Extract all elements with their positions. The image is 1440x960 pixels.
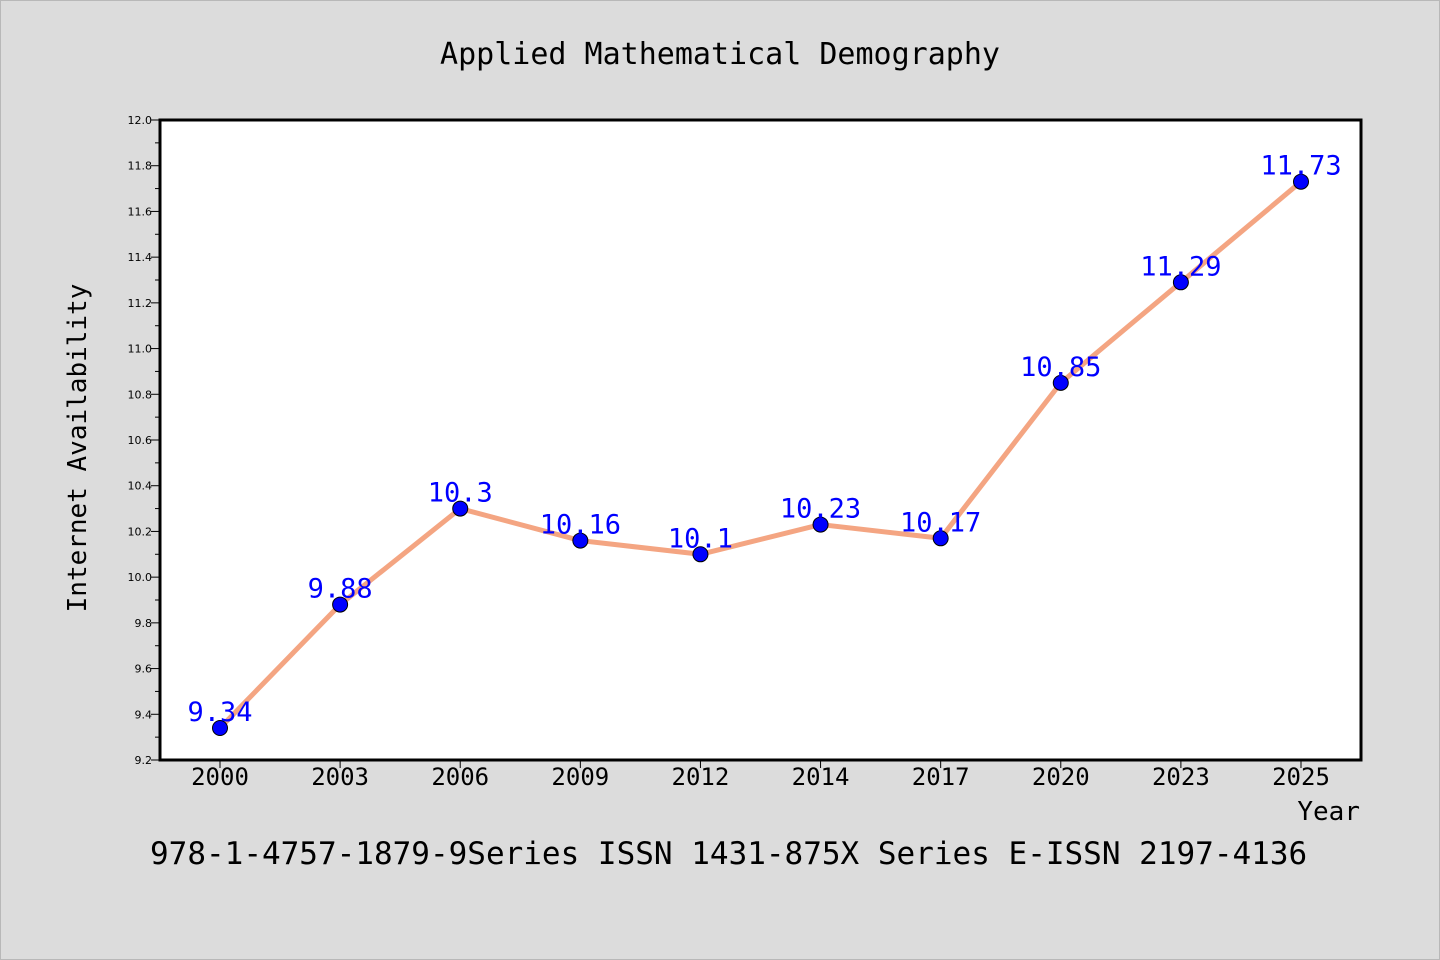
y-tick-label: 9.4: [135, 708, 153, 721]
y-tick-label: 9.8: [135, 617, 153, 630]
x-tick-label: 2020: [1032, 763, 1090, 791]
plot-area: [160, 120, 1361, 760]
y-tick-label: 9.2: [135, 754, 153, 767]
data-label: 9.34: [187, 697, 252, 728]
x-tick-label: 2017: [912, 763, 970, 791]
x-tick-label: 2003: [311, 763, 369, 791]
data-label: 10.16: [540, 510, 621, 541]
data-label: 10.1: [668, 523, 733, 554]
data-markers: [212, 173, 1309, 736]
y-tick-label: 11.4: [128, 251, 153, 264]
data-label: 11.73: [1260, 151, 1341, 182]
y-tick-label: 9.6: [135, 663, 153, 676]
data-point: [572, 532, 589, 549]
series-line: [217, 179, 1304, 731]
x-tick-label: 2009: [551, 763, 609, 791]
data-point: [332, 596, 349, 613]
data-point: [692, 546, 709, 563]
x-tick-label: 2014: [792, 763, 850, 791]
x-tick-label: 2000: [191, 763, 249, 791]
x-tick-label: 2023: [1152, 763, 1210, 791]
data-labels: 9.34 9.88 10.3 10.16 10.1 10.23 10.17 10.85 11.2…: [187, 151, 1341, 728]
x-tick-label: 2012: [672, 763, 730, 791]
data-point: [212, 720, 228, 736]
y-tick-label: 11.6: [128, 205, 153, 218]
data-label: 9.88: [308, 574, 373, 605]
y-tick-label: 10.2: [128, 525, 153, 538]
y-axis-ticks: 9.2 9.4 9.6 9.8 10.0 10.2 10.4 10.6 10.8 11.0 11.2…: [128, 114, 160, 767]
y-tick-label: 10.0: [128, 571, 153, 584]
data-point: [1172, 274, 1189, 291]
data-point: [452, 500, 469, 517]
y-tick-label: 10.8: [128, 388, 153, 401]
data-label: 10.17: [900, 507, 981, 538]
footer-isbn-issn: 978-1-4757-1879-9Series ISSN 1431-875X S…: [150, 836, 1307, 872]
x-tick-label: 2025: [1272, 763, 1330, 791]
data-label: 10.23: [780, 494, 861, 525]
x-tick-label: 2006: [431, 763, 489, 791]
y-tick-label: 11.2: [128, 297, 153, 310]
series-line-group: [217, 179, 1304, 731]
data-label: 11.29: [1140, 251, 1221, 282]
y-tick-label: 12.0: [128, 114, 153, 127]
data-label: 10.85: [1020, 352, 1101, 383]
data-label: 10.3: [428, 478, 493, 509]
x-axis-label: Year: [1297, 797, 1360, 827]
y-tick-label: 10.6: [128, 434, 153, 447]
y-tick-label: 10.4: [128, 480, 153, 493]
data-point: [932, 530, 949, 547]
x-axis-ticks: 2000 2003 2006 2009 2012 2014 2017 2020 2023 2025: [191, 760, 1330, 791]
data-point: [812, 516, 829, 533]
plot-border: [158, 118, 1363, 762]
data-point: [1052, 374, 1069, 391]
y-axis-label: Internet Availability: [63, 284, 93, 613]
chart-title: Applied Mathematical Demography: [440, 37, 1000, 72]
data-point: [1293, 173, 1309, 190]
y-tick-label: 11.8: [128, 160, 153, 173]
y-tick-label: 11.0: [128, 343, 153, 356]
